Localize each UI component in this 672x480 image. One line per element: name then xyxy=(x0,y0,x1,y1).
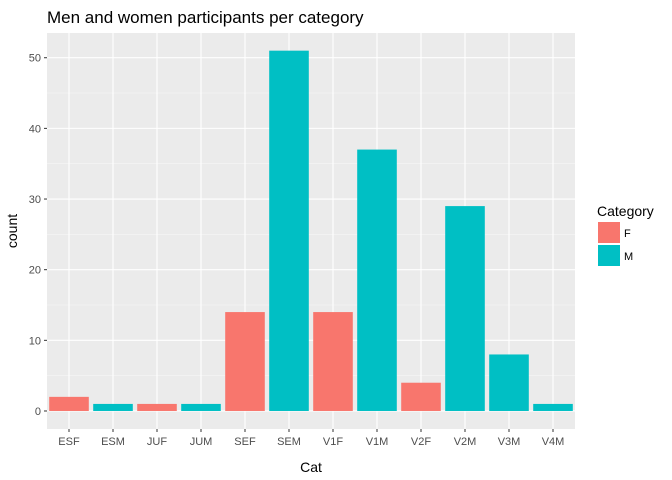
bar-sem xyxy=(269,50,309,411)
y-tick-label: 10 xyxy=(29,335,41,347)
chart-title: Men and women participants per category xyxy=(47,8,364,27)
bar-v3m xyxy=(489,354,529,411)
x-axis-title: Cat xyxy=(300,459,322,475)
bar-v2m xyxy=(445,206,485,411)
legend-key-f xyxy=(598,222,620,243)
bar-juf xyxy=(137,403,177,411)
bar-v4m xyxy=(533,403,573,411)
y-tick-label: 30 xyxy=(29,194,41,206)
y-tick-label: 0 xyxy=(35,406,41,418)
legend-label-m: M xyxy=(624,251,633,263)
plot-panel xyxy=(47,33,575,429)
legend: Category FM xyxy=(597,203,654,266)
x-tick-label: SEM xyxy=(277,436,301,448)
x-tick-label: V4M xyxy=(542,436,565,448)
x-tick-label: ESF xyxy=(58,436,80,448)
legend-label-f: F xyxy=(624,228,631,240)
bar-v2f xyxy=(401,382,441,411)
x-tick-label: V1M xyxy=(366,436,389,448)
x-tick-label: V1F xyxy=(323,436,343,448)
x-tick-label: V3M xyxy=(498,436,521,448)
y-tick-label: 20 xyxy=(29,265,41,277)
legend-title: Category xyxy=(597,203,654,219)
x-axis: ESF ESM JUF JUM SEF SEM V1F V1M V2F V2M V3M V4M xyxy=(58,429,564,448)
y-tick-label: 40 xyxy=(29,123,41,135)
x-tick-label: V2M xyxy=(454,436,477,448)
y-axis-title: count xyxy=(4,214,20,248)
x-tick-label: JUM xyxy=(190,436,213,448)
y-tick-label: 50 xyxy=(29,53,41,65)
bar-v1f xyxy=(313,312,353,411)
x-tick-label: SEF xyxy=(234,436,256,448)
minor-gridlines xyxy=(47,92,575,376)
bars xyxy=(49,50,573,411)
bar-v1m xyxy=(357,149,397,411)
x-tick-label: ESM xyxy=(101,436,125,448)
bar-esf xyxy=(49,396,89,411)
bar-sef xyxy=(225,312,265,411)
y-axis: 0 10 20 30 40 50 xyxy=(29,53,47,418)
bar-esm xyxy=(93,403,133,411)
bar-jum xyxy=(181,403,221,411)
x-tick-label: JUF xyxy=(147,436,167,448)
legend-items: FM xyxy=(598,222,633,266)
x-tick-label: V2F xyxy=(411,436,431,448)
legend-key-m xyxy=(598,245,620,266)
